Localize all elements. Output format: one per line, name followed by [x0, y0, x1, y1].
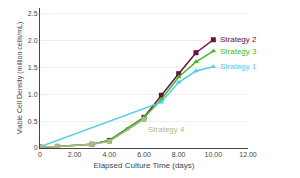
svg-text:10.00: 10.00	[205, 151, 223, 158]
svg-text:6.00: 6.00	[137, 151, 151, 158]
svg-text:0.5: 0.5	[28, 118, 38, 125]
svg-text:12.00: 12.00	[239, 151, 257, 158]
svg-text:1.5: 1.5	[28, 64, 38, 71]
svg-text:Strategy 2: Strategy 2	[220, 35, 257, 44]
svg-text:1.0: 1.0	[28, 91, 38, 98]
svg-text:2.0: 2.0	[28, 37, 38, 44]
svg-text:2.00: 2.00	[68, 151, 82, 158]
svg-text:Strategy 4: Strategy 4	[148, 125, 185, 134]
svg-text:Elapsed Culture Time (days): Elapsed Culture Time (days)	[94, 161, 195, 170]
svg-text:0: 0	[34, 144, 38, 151]
svg-text:Viable Cell Density (million c: Viable Cell Density (million cells/mL)	[16, 22, 24, 135]
svg-text:2.5: 2.5	[28, 10, 38, 17]
svg-text:4.00: 4.00	[103, 151, 117, 158]
svg-text:Strategy 3: Strategy 3	[220, 47, 257, 56]
svg-text:0: 0	[38, 151, 42, 158]
svg-text:8.00: 8.00	[172, 151, 186, 158]
svg-text:Strategy 1: Strategy 1	[220, 62, 257, 71]
